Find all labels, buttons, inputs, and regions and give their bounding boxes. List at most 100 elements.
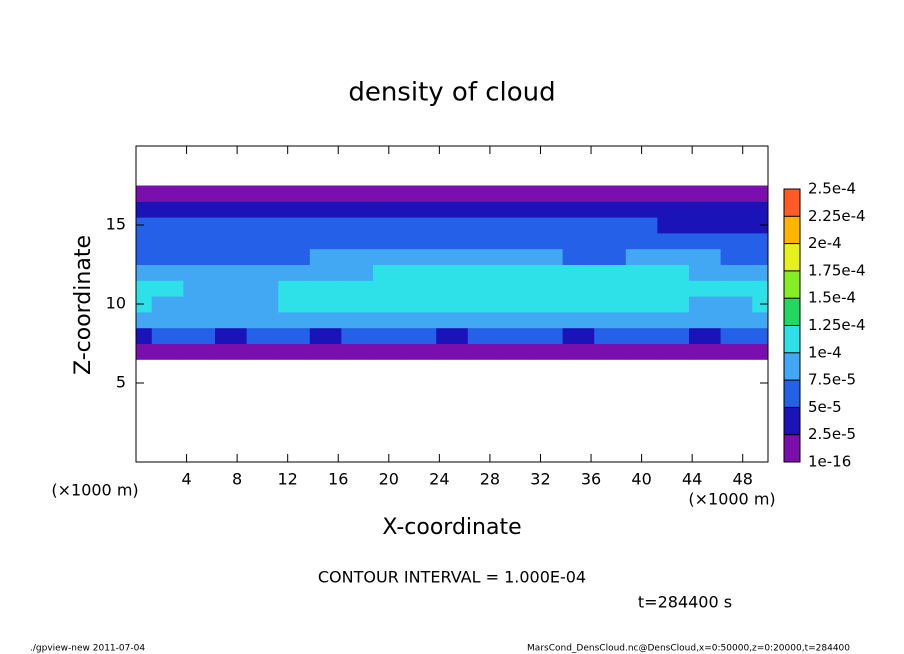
field-cell: [151, 296, 184, 313]
field-cell: [309, 232, 342, 250]
field-cell: [467, 248, 500, 265]
colorbar-band: [784, 270, 800, 299]
field-cell: [246, 343, 279, 360]
field-cell: [720, 185, 753, 202]
field-cell: [373, 343, 406, 360]
field-cell: [689, 232, 722, 250]
field-cell: [341, 327, 374, 344]
field-cell: [215, 343, 248, 360]
field-cell: [183, 201, 216, 218]
field-cell: [499, 185, 532, 202]
field-cell: [531, 217, 564, 234]
field-cell: [625, 311, 658, 329]
x-tick-label: 16: [328, 470, 348, 489]
field-cell: [341, 311, 374, 329]
x-axis-label: X-coordinate: [382, 515, 521, 540]
field-cell: [404, 217, 437, 234]
field-cell: [720, 232, 753, 250]
field-cell: [183, 264, 216, 281]
field-cell: [246, 201, 279, 218]
footer-right: MarsCond_DensCloud.nc@DensCloud,x=0:5000…: [527, 644, 850, 654]
field-cell: [136, 311, 153, 329]
field-cell: [246, 248, 279, 265]
field-cell: [625, 280, 658, 297]
field-cell: [215, 201, 248, 218]
field-cell: [467, 296, 500, 313]
x-tick-label: 32: [530, 470, 550, 489]
field-cell: [404, 327, 437, 344]
field-cell: [309, 311, 342, 329]
field-cell: [246, 217, 279, 234]
field-cell: [594, 248, 627, 265]
field-cell: [278, 185, 311, 202]
field-cell: [657, 343, 690, 360]
field-cell: [562, 343, 595, 360]
field-cell: [720, 311, 753, 329]
y-tick-label: 5: [116, 373, 126, 392]
field-cell: [689, 280, 722, 297]
field-cell: [436, 248, 469, 265]
field-cell: [594, 217, 627, 234]
field-cell: [215, 327, 248, 344]
x-tick-label: 28: [480, 470, 500, 489]
field-cell: [689, 185, 722, 202]
field-cell: [467, 327, 500, 344]
field-cell: [531, 296, 564, 313]
field-cell: [657, 217, 690, 234]
field-cell: [657, 232, 690, 250]
field-cell: [467, 217, 500, 234]
field-cell: [246, 185, 279, 202]
x-tick-label: 36: [581, 470, 601, 489]
colorbar-label: 1.75e-4: [808, 261, 866, 279]
field-cell: [625, 248, 658, 265]
field-cell: [136, 248, 153, 265]
field-cell: [373, 248, 406, 265]
x-tick-label: 24: [429, 470, 449, 489]
field-cell: [752, 343, 768, 360]
field-cell: [278, 311, 311, 329]
field-cell: [752, 327, 768, 344]
field-cell: [594, 296, 627, 313]
field-cell: [246, 264, 279, 281]
field-cell: [720, 217, 753, 234]
field-cell: [278, 296, 311, 313]
field-cell: [657, 296, 690, 313]
field-cell: [183, 232, 216, 250]
field-cell: [499, 296, 532, 313]
field-cell: [625, 343, 658, 360]
field-cell: [625, 201, 658, 218]
field-cell: [594, 311, 627, 329]
field-cell: [657, 311, 690, 329]
field-cell: [499, 232, 532, 250]
colorbar-band: [784, 298, 800, 326]
field-cell: [594, 232, 627, 250]
field-cell: [215, 311, 248, 329]
field-cell: [341, 343, 374, 360]
field-cell: [436, 217, 469, 234]
field-cell: [531, 264, 564, 281]
colorbar-band: [784, 189, 800, 217]
field-cell: [341, 248, 374, 265]
field-cell: [404, 185, 437, 202]
field-cell: [562, 232, 595, 250]
field-cell: [594, 280, 627, 297]
field-cell: [436, 201, 469, 218]
colorbar-label: 1e-16: [808, 453, 851, 471]
field-cell: [278, 264, 311, 281]
field-cell: [373, 311, 406, 329]
field-cell: [689, 248, 722, 265]
field-cell: [720, 264, 753, 281]
field-cell: [404, 296, 437, 313]
field-cell: [136, 201, 153, 218]
field-cell: [531, 232, 564, 250]
field-cell: [531, 280, 564, 297]
field-cell: [531, 327, 564, 344]
field-cell: [625, 264, 658, 281]
field-cell: [373, 296, 406, 313]
field-cell: [531, 311, 564, 329]
field-cell: [278, 327, 311, 344]
field-cell: [752, 264, 768, 281]
field-cell: [341, 280, 374, 297]
field-cell: [309, 280, 342, 297]
field-cell: [278, 201, 311, 218]
